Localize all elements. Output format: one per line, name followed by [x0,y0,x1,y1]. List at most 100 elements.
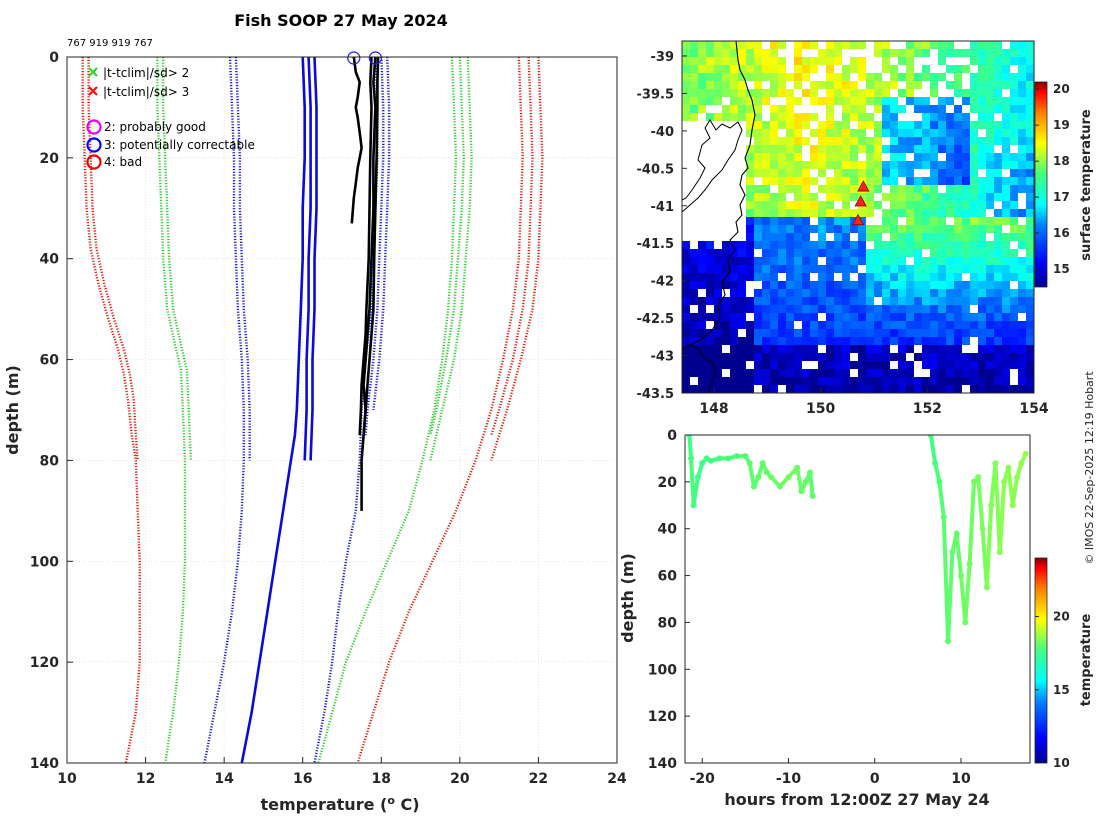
sst-pixel [898,305,906,313]
sst-pixel [914,249,922,257]
sst-pixel [802,161,810,169]
sst-pixel [1026,249,1034,257]
series-clim-2sd [317,57,473,763]
sst-pixel [730,105,738,113]
sst-pixel [906,161,914,169]
sst-pixel [842,265,850,273]
sst-pixel [890,337,898,345]
sst-pixel [946,297,954,305]
sst-pixel [690,313,698,321]
sst-pixel [906,225,914,233]
sst-pixel [914,265,922,273]
sst-pixel [922,321,930,329]
sst-pixel [762,361,770,369]
sst-pixel [906,289,914,297]
sst-pixel [930,209,938,217]
sst-pixel [714,329,722,337]
sst-pixel [970,265,978,273]
sst-pixel [786,329,794,337]
sst-pixel [914,97,922,105]
sst-pixel [962,65,970,73]
sst-pixel [826,193,834,201]
sst-pixel [802,385,810,393]
sst-pixel [754,97,762,105]
sst-pixel [754,81,762,89]
sst-pixel [1018,337,1026,345]
sst-pixel [962,297,970,305]
cb1-tick-label: 19 [1053,118,1070,132]
sst-pixel [962,129,970,137]
sst-pixel [954,305,962,313]
temp-colorbar-label: temperature [1079,614,1094,707]
sst-pixel [706,89,714,97]
sst-pixel [930,337,938,345]
sst-pixel [746,113,754,121]
sst-pixel [946,337,954,345]
sst-pixel [754,265,762,273]
sst-pixel [954,361,962,369]
sst-pixel [786,225,794,233]
sst-pixel [762,185,770,193]
sst-pixel [978,41,986,49]
sst-pixel [882,321,890,329]
sst-pixel [986,81,994,89]
map-x-tick-label: 154 [1019,401,1048,417]
sst-pixel [738,57,746,65]
sst-pixel [802,177,810,185]
sst-pixel [1026,81,1034,89]
sst-pixel [954,81,962,89]
sst-pixel [850,169,858,177]
sst-pixel [874,121,882,129]
track-segment [927,435,1029,645]
legend-item-probably-good: 2: probably good [86,119,206,135]
sst-pixel [786,129,794,137]
sst-pixel [906,321,914,329]
sst-pixel [898,329,906,337]
sst-pixel [770,217,778,225]
sst-pixel [898,233,906,241]
sst-pixel [842,273,850,281]
sst-pixel [770,121,778,129]
sst-pixel [914,145,922,153]
sst-pixel [850,345,858,353]
sst-pixel [938,145,946,153]
sst-pixel [906,209,914,217]
sst-pixel [722,81,730,89]
sst-pixel [770,161,778,169]
sst-pixel [882,225,890,233]
sst-pixel [754,361,762,369]
sst-pixel [738,273,746,281]
sst-pixel [970,185,978,193]
sst-pixel [978,337,986,345]
sst-pixel [834,241,842,249]
sst-pixel [770,249,778,257]
sst-pixel [970,121,978,129]
sst-pixel [1026,233,1034,241]
sst-pixel [1018,129,1026,137]
sst-pixel [938,161,946,169]
sst-pixel [842,105,850,113]
sst-pixel [874,305,882,313]
sst-pixel [746,353,754,361]
y-tick-label: 40 [40,252,60,268]
sst-pixel [850,329,858,337]
sst-pixel [874,345,882,353]
sst-pixel [858,193,866,201]
sst-pixel [954,161,962,169]
sst-pixel [898,369,906,377]
sst-pixel [914,185,922,193]
sst-pixel [770,329,778,337]
sst-pixel [1018,385,1026,393]
sst-pixel [722,329,730,337]
sst-pixel [714,273,722,281]
sst-pixel [914,121,922,129]
sst-pixel [970,97,978,105]
sst-pixel [802,313,810,321]
sst-pixel [962,185,970,193]
station-markers [851,180,870,226]
sst-pixel [762,145,770,153]
x-tick-label: 16 [293,771,312,787]
sst-pixel [890,233,898,241]
sst-pixel [818,201,826,209]
sst-pixel [922,185,930,193]
